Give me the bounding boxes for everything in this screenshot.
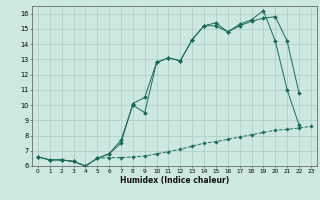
X-axis label: Humidex (Indice chaleur): Humidex (Indice chaleur) — [120, 176, 229, 185]
